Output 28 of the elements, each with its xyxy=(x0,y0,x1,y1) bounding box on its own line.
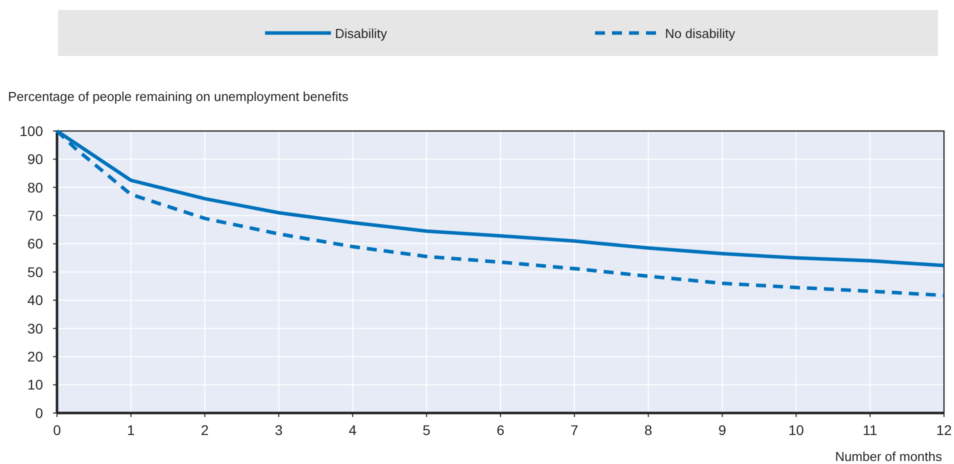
legend-label: No disability xyxy=(665,26,736,41)
x-tick-label: 9 xyxy=(718,422,726,438)
y-tick-label: 10 xyxy=(27,376,44,393)
y-tick-label: 0 xyxy=(35,404,44,421)
x-tick-label: 10 xyxy=(788,422,804,438)
y-tick-label: 100 xyxy=(20,122,44,139)
y-tick-label: 60 xyxy=(27,236,44,252)
legend-label: Disability xyxy=(335,26,388,41)
x-tick-label: 7 xyxy=(570,422,579,438)
x-tick-label: 1 xyxy=(127,422,136,438)
y-tick-label: 70 xyxy=(27,208,44,224)
x-tick-label: 5 xyxy=(422,422,431,438)
x-tick-label: 6 xyxy=(496,422,505,438)
y-tick-label: 20 xyxy=(27,348,44,364)
x-tick-label: 12 xyxy=(936,422,952,438)
y-tick-label: 80 xyxy=(27,179,44,196)
y-tick-label: 90 xyxy=(27,151,44,168)
y-axis-title: Percentage of people remaining on unemployment benefits xyxy=(8,89,349,104)
y-tick-label: 40 xyxy=(27,292,44,308)
x-tick-label: 11 xyxy=(862,422,878,438)
x-tick-label: 3 xyxy=(274,422,283,438)
x-axis-title: Number of months xyxy=(835,449,942,464)
y-tick-label: 50 xyxy=(27,264,44,280)
x-tick-label: 8 xyxy=(644,422,652,438)
x-tick-label: 0 xyxy=(53,422,62,438)
x-tick-label: 2 xyxy=(200,422,209,438)
x-tick-label: 4 xyxy=(348,422,357,438)
y-tick-label: 30 xyxy=(27,320,44,336)
